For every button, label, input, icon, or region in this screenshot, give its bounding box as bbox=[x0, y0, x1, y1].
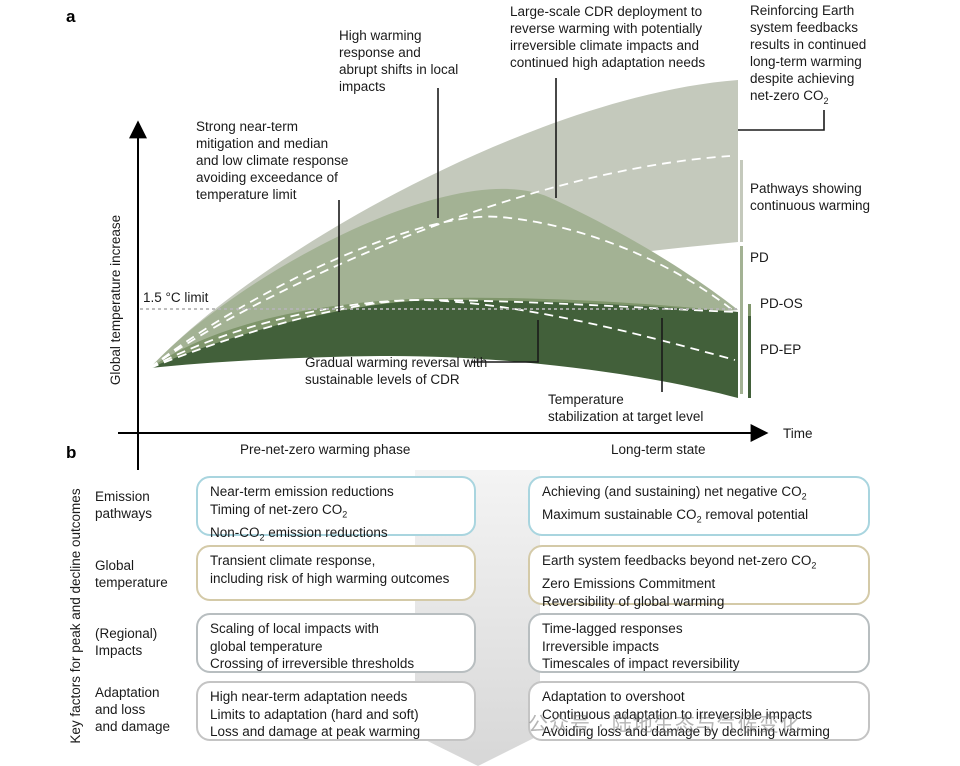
factor-line: Reversibility of global warming bbox=[542, 593, 725, 609]
svg-text:reverse warming with potential: reverse warming with potentially bbox=[510, 21, 702, 36]
bracket-label-pd-ep: PD-EP bbox=[760, 342, 801, 357]
svg-text:response and: response and bbox=[339, 45, 421, 60]
factor-line: Time-lagged responses bbox=[542, 621, 683, 636]
factor-line: High near-term adaptation needs bbox=[210, 689, 408, 704]
factor-line: including risk of high warming outcomes bbox=[210, 570, 450, 586]
svg-text:temperature limit: temperature limit bbox=[196, 187, 297, 202]
bracket-label-pd: PD bbox=[750, 250, 769, 265]
svg-text:stabilization at target level: stabilization at target level bbox=[548, 409, 703, 424]
median-pathway-reversal bbox=[149, 299, 736, 369]
annotation-continuous-warming: Pathways showing continuous warming bbox=[750, 181, 870, 213]
svg-text:avoiding exceedance of: avoiding exceedance of bbox=[196, 170, 338, 185]
y-axis-label: Global temperature increase bbox=[108, 215, 123, 385]
svg-text:High warming: High warming bbox=[339, 28, 422, 43]
global-temperature-right-box: Earth system feedbacks beyond net-zero C… bbox=[528, 545, 870, 609]
svg-text:Strong near-term: Strong near-term bbox=[196, 119, 298, 134]
bracket-continuous-warming bbox=[740, 160, 743, 242]
bracket-pd bbox=[740, 246, 743, 394]
factor-line: Loss and damage at peak warming bbox=[210, 724, 421, 739]
svg-text:Large-scale CDR deployment to: Large-scale CDR deployment to bbox=[510, 4, 702, 19]
svg-text:mitigation and median: mitigation and median bbox=[196, 136, 328, 151]
subscript: 2 bbox=[801, 491, 807, 502]
factor-line: Maximum sustainable CO2 removal potentia… bbox=[542, 507, 809, 525]
global-temperature-left-box: Transient climate response, including ris… bbox=[196, 545, 476, 601]
svg-text:results in continued: results in continued bbox=[750, 37, 866, 52]
regional-impacts-right-box: Time-lagged responses Irreversible impact… bbox=[528, 613, 870, 673]
svg-text:Gradual warming reversal with: Gradual warming reversal with bbox=[305, 355, 487, 370]
factor-line: Non-CO2 emission reductions bbox=[210, 524, 388, 543]
factor-line: Achieving (and sustaining) net negative … bbox=[542, 484, 807, 502]
row-label-adaptation: Adaptation and loss and damage bbox=[95, 685, 171, 734]
median-pathway-continuous bbox=[149, 155, 731, 369]
factor-line: Limits to adaptation (hard and soft) bbox=[210, 706, 419, 722]
annotation-stabilization: Temperature stabilization at target leve… bbox=[548, 392, 703, 424]
annotation-strong-mitigation: Strong near-term mitigation and median a… bbox=[196, 119, 348, 202]
factor-line: Adaptation to overshoot bbox=[542, 689, 685, 704]
annotation-cdr-deployment: Large-scale CDR deployment to reverse wa… bbox=[510, 4, 705, 70]
phase-right-label: Long-term state bbox=[611, 442, 706, 457]
emission-pathways-left-box: Near-term emission reductions Timing of n… bbox=[196, 476, 476, 542]
row-label-regional-impacts: (Regional) Impacts bbox=[95, 626, 158, 658]
svg-text:Reinforcing Earth: Reinforcing Earth bbox=[750, 3, 854, 18]
svg-text:impacts: impacts bbox=[339, 79, 386, 94]
annotation-leaders bbox=[338, 78, 825, 392]
row-label-emission-pathways: Emission pathways bbox=[95, 489, 153, 521]
svg-text:sustainable levels of CDR: sustainable levels of CDR bbox=[305, 372, 460, 387]
median-pathway-overshoot bbox=[149, 215, 736, 369]
svg-text:net-zero CO2: net-zero CO2 bbox=[750, 88, 829, 106]
adaptation-right-box: Adaptation to overshoot Continuous adapta… bbox=[528, 681, 870, 741]
factor-line: Near-term emission reductions bbox=[210, 484, 394, 499]
bracket-pd-ep bbox=[748, 316, 751, 398]
svg-text:and low climate response: and low climate response bbox=[196, 153, 348, 168]
panel-b-y-axis-label: Key factors for peak and decline outcome… bbox=[68, 488, 83, 743]
svg-text:continuous warming: continuous warming bbox=[750, 198, 870, 213]
watermark-text: 公众号 · 陆地生态与气候变化 bbox=[528, 714, 801, 736]
svg-text:irreversible climate impacts a: irreversible climate impacts and bbox=[510, 38, 699, 53]
factor-line: Avoiding loss and damage by declining wa… bbox=[542, 724, 830, 739]
factor-line: Timescales of impact reversibility bbox=[542, 656, 740, 671]
row-label-global-temperature: Global temperature bbox=[95, 558, 168, 590]
annotation-gradual-reversal: Gradual warming reversal with sustainabl… bbox=[305, 355, 487, 387]
svg-text:continued high adaptation need: continued high adaptation needs bbox=[510, 55, 705, 70]
emission-pathways-right-box: Achieving (and sustaining) net negative … bbox=[528, 476, 870, 536]
band-early-peak bbox=[150, 300, 738, 398]
svg-text:abrupt shifts in local: abrupt shifts in local bbox=[339, 62, 458, 77]
subscript: 2 bbox=[811, 560, 817, 571]
factor-line: Zero Emissions Commitment bbox=[542, 576, 716, 592]
svg-text:despite achieving: despite achieving bbox=[750, 71, 854, 86]
factor-line: Scaling of local impacts with bbox=[210, 621, 379, 636]
factor-line-suffix: emission reductions bbox=[264, 524, 388, 540]
regional-impacts-left-box: Scaling of local impacts with global temp… bbox=[196, 613, 476, 673]
factor-line: Transient climate response, bbox=[210, 553, 376, 568]
panel-label-b: b bbox=[66, 443, 76, 462]
factor-line: Earth system feedbacks beyond net-zero C… bbox=[542, 553, 817, 571]
adaptation-left-box: High near-term adaptation needs Limits to… bbox=[196, 681, 476, 741]
factor-line-suffix: removal potential bbox=[701, 507, 809, 523]
subscript: 2 bbox=[342, 509, 348, 520]
phase-left-label: Pre-net-zero warming phase bbox=[240, 442, 410, 457]
factor-line: Continuous adaptation to irreversible im… bbox=[542, 706, 813, 722]
svg-text:Pathways showing: Pathways showing bbox=[750, 181, 862, 196]
factor-line: global temperature bbox=[210, 638, 323, 654]
svg-text:system feedbacks: system feedbacks bbox=[750, 20, 858, 35]
panel-label-a: a bbox=[66, 7, 76, 26]
factor-line: Crossing of irreversible thresholds bbox=[210, 656, 415, 671]
limit-label: 1.5 °C limit bbox=[143, 290, 209, 305]
svg-text:Temperature: Temperature bbox=[548, 392, 624, 407]
median-pathway-stabilization bbox=[149, 299, 736, 369]
svg-text:long-term warming: long-term warming bbox=[750, 54, 862, 69]
subscript: 2 bbox=[259, 532, 265, 543]
annotation-earth-feedbacks: Reinforcing Earth system feedbacks resul… bbox=[750, 3, 866, 106]
factor-line: Timing of net-zero CO2 bbox=[210, 501, 348, 520]
subscript: 2 bbox=[696, 514, 702, 525]
annotation-high-warming: High warming response and abrupt shifts … bbox=[339, 28, 458, 94]
x-axis-label: Time bbox=[783, 426, 813, 441]
factor-line: Irreversible impacts bbox=[542, 638, 660, 654]
bracket-label-pd-os: PD-OS bbox=[760, 296, 803, 311]
